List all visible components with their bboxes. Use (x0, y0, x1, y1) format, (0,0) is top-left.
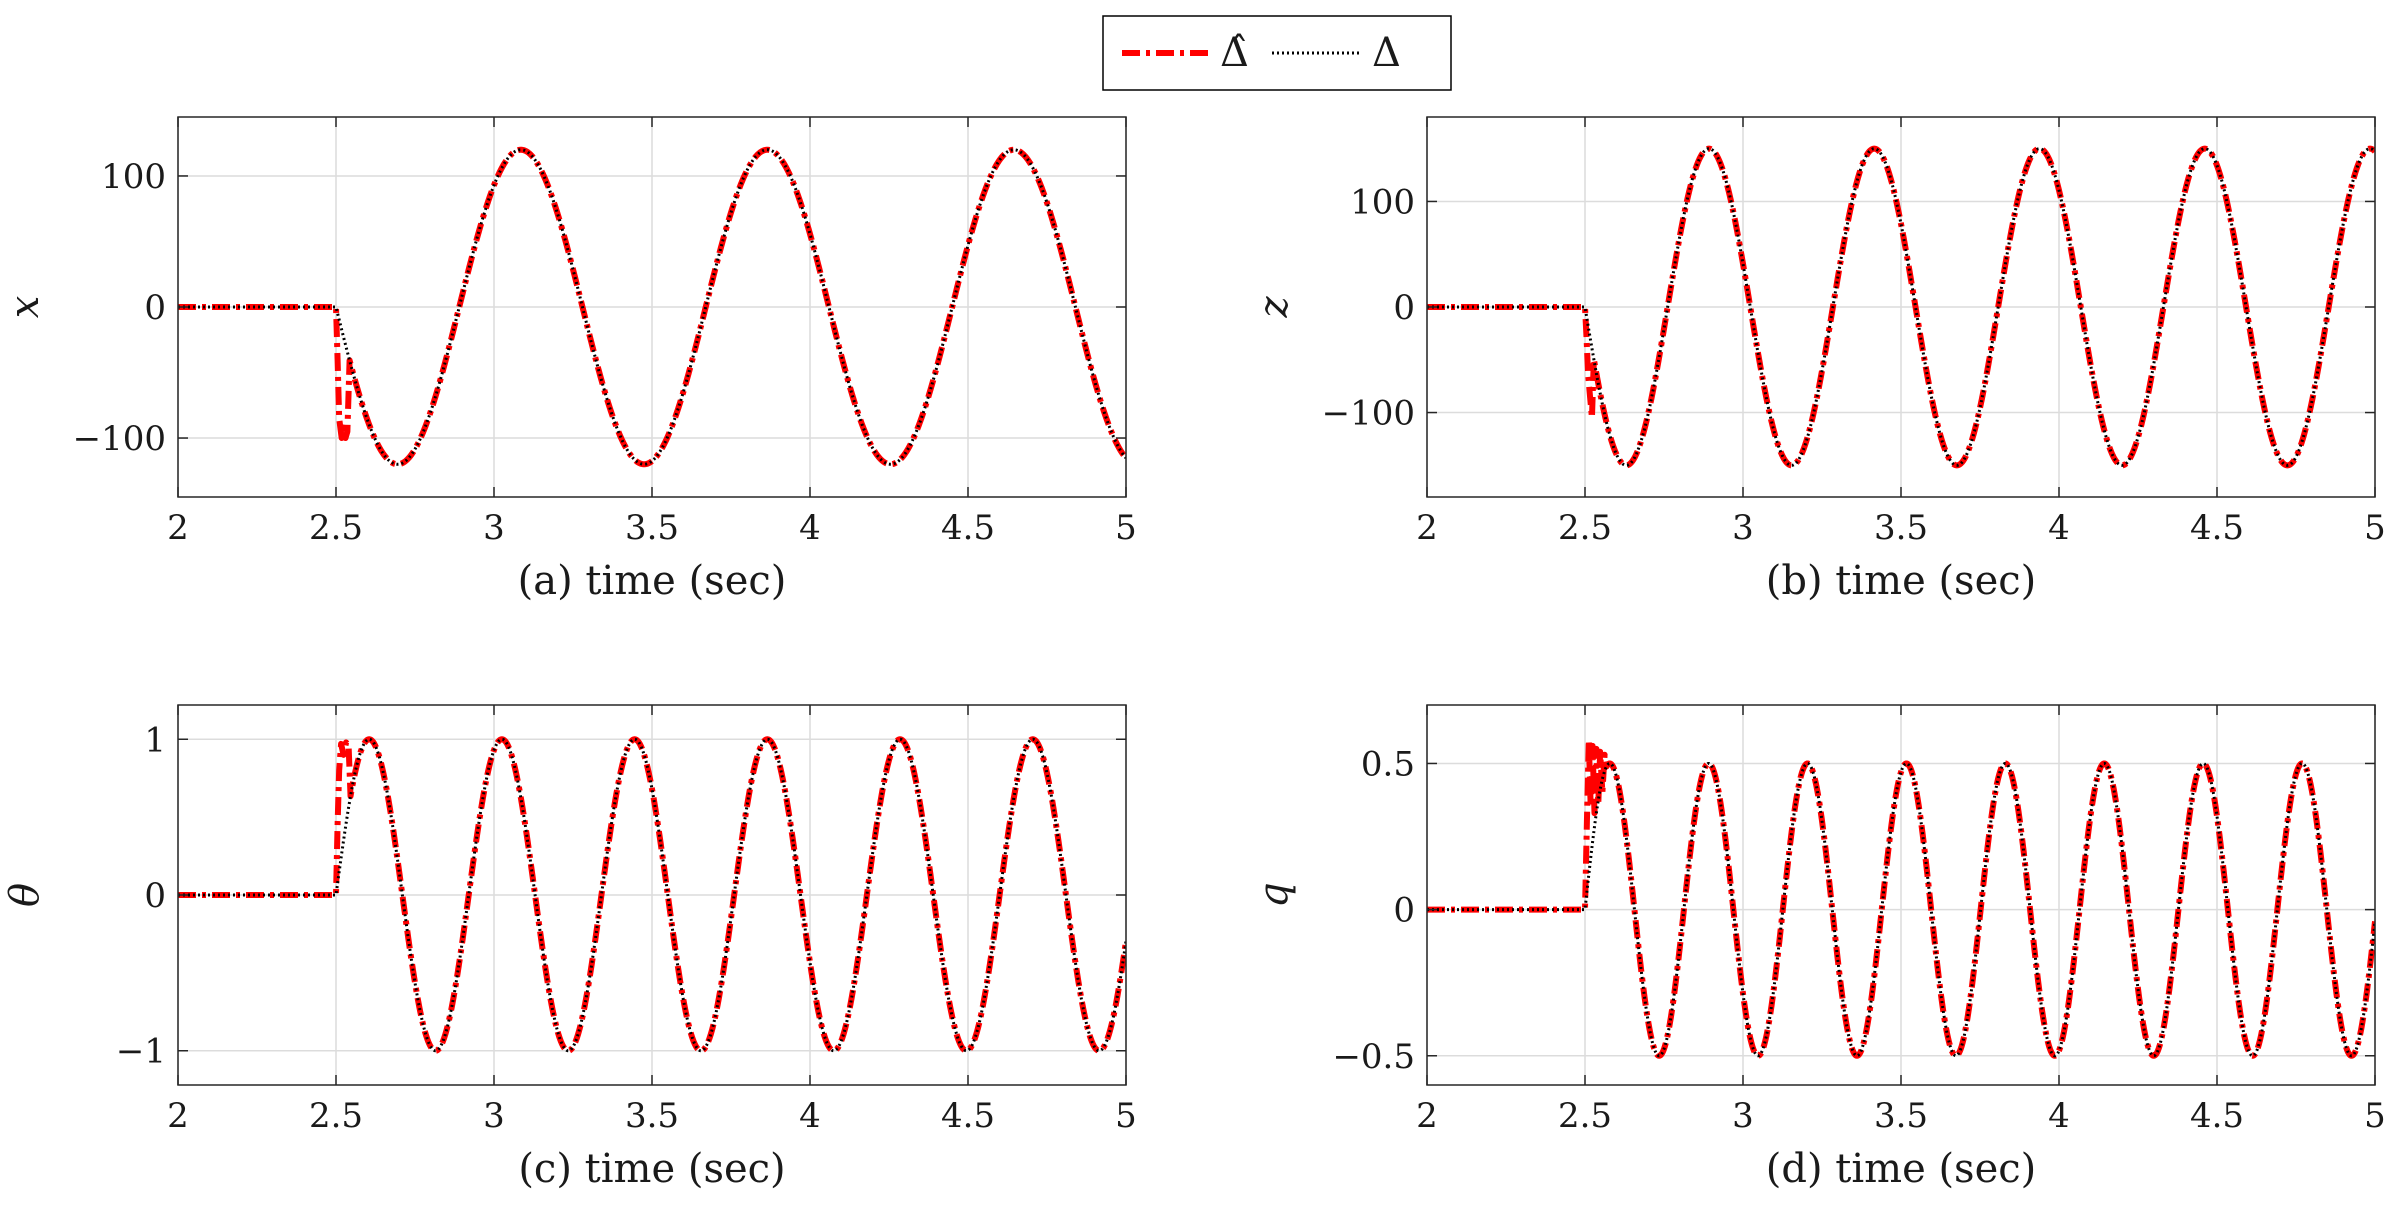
subplot-z: 2 2.5 3 3.5 4 4.5 5 −100 0 100 (b) time (sec) z (1251, 116, 2386, 604)
ytick-label: −0.5 (1332, 1037, 1415, 1077)
xtick-label: 4 (799, 508, 821, 548)
xtick-label: 2.5 (309, 508, 363, 548)
xaxis-label: (c) time (sec) (518, 1146, 785, 1192)
series-line-estimate-z (1427, 145, 2375, 469)
yaxis-label: q (1251, 882, 1297, 908)
ytick-label: 100 (1350, 182, 1415, 222)
xtick-label: 4 (2048, 1096, 2070, 1136)
xaxis-label: (b) time (sec) (1766, 558, 2037, 604)
subplot-x: 2 2.5 3 3.5 4 4.5 5 −100 0 100 (a) time (sec) x (2, 116, 1137, 604)
xtick-label: 2 (1416, 508, 1438, 548)
yaxis-label: θ (2, 883, 48, 907)
ytick-label: −100 (1322, 394, 1415, 434)
xtick-label: 3.5 (625, 508, 679, 548)
yaxis-label: z (1251, 296, 1297, 319)
xtick-label: 5 (1115, 508, 1137, 548)
ytick-label: −100 (73, 419, 166, 459)
series-line-estimate-theta (178, 736, 1126, 1054)
xtick-label: 3 (1732, 508, 1754, 548)
yaxis-label: x (2, 296, 48, 319)
ytick-label: 0.5 (1361, 744, 1415, 784)
legend-label-estimate: Δ̂ (1220, 30, 1249, 76)
xtick-label: 4.5 (941, 1096, 995, 1136)
xtick-label: 2.5 (309, 1096, 363, 1136)
xtick-label: 3 (483, 508, 505, 548)
xtick-label: 4.5 (941, 508, 995, 548)
legend-label-true: Δ (1372, 30, 1401, 76)
xtick-label: 5 (2364, 1096, 2386, 1136)
xtick-label: 5 (1115, 1096, 1137, 1136)
xtick-label: 2.5 (1558, 508, 1612, 548)
ytick-label: 0 (144, 288, 166, 328)
ytick-label: 0 (144, 876, 166, 916)
xtick-label: 3.5 (1874, 1096, 1928, 1136)
xtick-label: 2 (1416, 1096, 1438, 1136)
xtick-label: 3 (483, 1096, 505, 1136)
xtick-label: 4.5 (2190, 508, 2244, 548)
subplot-q: 2 2.5 3 3.5 4 4.5 5 −0.5 0 0.5 (d) time (sec) q (1251, 704, 2386, 1192)
series-line-estimate-q (1427, 737, 2375, 1059)
xtick-label: 5 (2364, 508, 2386, 548)
xtick-label: 3.5 (1874, 508, 1928, 548)
legend: Δ̂ Δ (1102, 15, 1452, 91)
xtick-label: 4 (2048, 508, 2070, 548)
xtick-label: 3 (1732, 1096, 1754, 1136)
xaxis-label: (a) time (sec) (518, 558, 787, 604)
xtick-label: 4 (799, 1096, 821, 1136)
ytick-label: −1 (116, 1032, 166, 1072)
ytick-label: 1 (144, 720, 166, 760)
ytick-label: 0 (1393, 288, 1415, 328)
ytick-label: 100 (101, 157, 166, 197)
xtick-label: 2 (167, 508, 189, 548)
subplot-theta: 2 2.5 3 3.5 4 4.5 5 −1 0 1 (c) time (sec) θ (2, 704, 1137, 1192)
xaxis-label: (d) time (sec) (1766, 1146, 2037, 1192)
xtick-label: 2.5 (1558, 1096, 1612, 1136)
series-line-true-z (1427, 147, 2375, 467)
xtick-label: 4.5 (2190, 1096, 2244, 1136)
xtick-label: 2 (167, 1096, 189, 1136)
xtick-label: 3.5 (625, 1096, 679, 1136)
ytick-label: 0 (1393, 891, 1415, 931)
